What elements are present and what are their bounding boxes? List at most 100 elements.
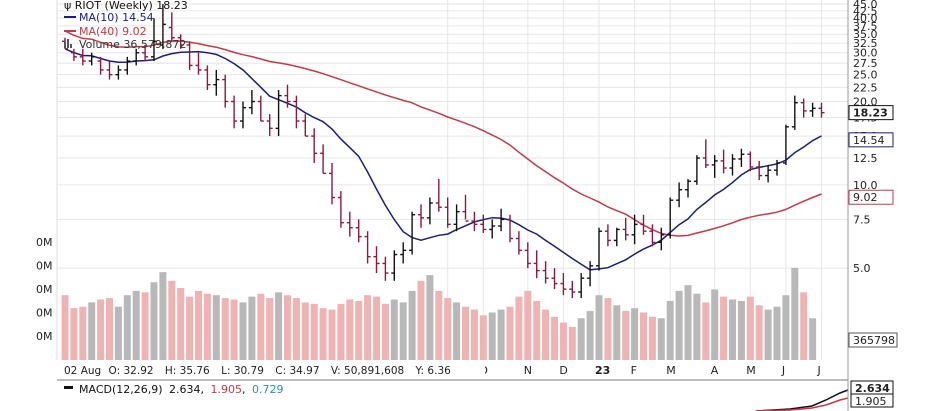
svg-text:2.634: 2.634	[855, 382, 890, 395]
info-bar-bg	[57, 361, 485, 377]
ohlc-bar	[738, 148, 745, 167]
ohlc-bar	[284, 84, 291, 108]
volume-bar	[195, 290, 202, 360]
ohlc-bar	[97, 56, 104, 75]
ohlc-bar	[720, 149, 727, 174]
volume-bar	[310, 303, 318, 360]
macd-value: 2.634	[169, 383, 201, 396]
ohlc-bar	[79, 48, 86, 66]
info-bar: 02 Aug O: 32.92 H: 35.76 L: 30.79 C: 34.…	[64, 365, 451, 377]
volume-bar	[702, 302, 710, 360]
volume-bar	[132, 290, 140, 360]
volume-bar	[470, 309, 478, 360]
volume-bar	[168, 280, 176, 360]
ohlc-bar	[409, 211, 416, 255]
ohlc-bar	[578, 273, 585, 299]
month-label: J	[817, 364, 821, 377]
price-tag-ma40: 9.02	[848, 189, 894, 205]
volume-bar	[711, 289, 719, 360]
ohlc-bar	[373, 246, 380, 274]
ohlc-bar	[596, 227, 602, 271]
ohlc-bar	[124, 56, 131, 75]
volume-bar	[595, 295, 603, 360]
info-close: C: 34.97	[275, 365, 319, 377]
y-tick-label: 5.0	[853, 262, 871, 275]
ohlc-bar	[515, 231, 522, 255]
volume-bar	[239, 302, 247, 360]
ohlc-bar	[391, 250, 398, 281]
macd-signal-tag: 1.905	[850, 393, 894, 408]
y-tick-label: 30.0	[853, 47, 878, 60]
volume-bar	[123, 295, 131, 360]
y-tick-label: 35.0	[853, 28, 878, 41]
ohlc-bar	[337, 191, 344, 228]
ohlc-bar	[569, 280, 576, 299]
ohlc-bar	[311, 128, 318, 163]
ohlc-bar	[435, 178, 442, 212]
macd-histogram: 0.729	[252, 383, 284, 396]
volume-bar	[551, 316, 558, 360]
info-open: O: 32.92	[109, 365, 154, 377]
ohlc-bar	[729, 154, 736, 176]
ma40-legend: MA(40) 9.02	[79, 25, 147, 38]
ohlc-bar	[231, 95, 238, 129]
y-tick-label: 37.5	[853, 20, 878, 33]
volume-axis-label: 0M	[36, 307, 53, 320]
volume-bar	[515, 296, 523, 360]
volume-axis-label: 0M	[36, 283, 53, 296]
macd-signal: 1.905	[211, 383, 243, 396]
volume-bar	[631, 308, 639, 360]
volume-bar	[693, 293, 701, 360]
ohlc-bar	[498, 208, 505, 232]
ohlc-bar	[507, 214, 513, 243]
volume-tag: 365798	[848, 332, 898, 348]
y-tick-label: 40.0	[853, 12, 878, 25]
volume-bar	[141, 292, 149, 360]
ohlc-bar	[186, 41, 193, 70]
volume-bar	[648, 316, 656, 360]
chart-title: RIOT (Weekly) 18.23	[75, 0, 188, 12]
volume-bar	[737, 300, 745, 360]
month-label: D	[559, 364, 567, 377]
chart-gridlines	[57, 0, 848, 360]
ohlc-bar	[702, 139, 709, 169]
y-tick-label: 12.5	[853, 152, 878, 165]
ohlc-bar	[266, 114, 273, 137]
volume-bar	[177, 288, 185, 360]
ohlc-bar	[818, 102, 825, 118]
volume-bar	[417, 280, 425, 360]
macd-label: MACD(12,26,9)	[79, 383, 163, 396]
month-label: M	[666, 364, 676, 377]
ohlc-bar	[622, 217, 629, 241]
ohlc-bar	[471, 211, 478, 232]
ohlc-bar	[320, 144, 327, 175]
svg-text:ψ RIOT (Weekly) 18.23: ψ RIOT (Weekly) 18.23	[64, 0, 188, 12]
ohlc-bar	[667, 197, 674, 239]
ohlc-bar	[133, 48, 140, 66]
ohlc-bar	[551, 268, 558, 290]
ohlc-bar	[533, 250, 540, 279]
ohlc-bar	[765, 164, 772, 183]
volume-bar	[266, 298, 274, 360]
ohlc-bar	[168, 12, 175, 42]
ohlc-bar	[70, 48, 77, 62]
volume-bar	[720, 296, 728, 360]
ohlc-bar	[106, 61, 113, 80]
y-tick-label: 27.5	[853, 57, 878, 70]
y-tick-label: 7.5	[853, 213, 871, 226]
ohlc-bar	[248, 90, 255, 115]
volume-bar	[675, 290, 683, 360]
volume-axis-label: 0M	[36, 330, 53, 343]
ohlc-bar	[213, 69, 220, 96]
ohlc-bar	[774, 159, 780, 176]
volume-bar	[106, 298, 113, 360]
volume-bar	[800, 292, 808, 360]
volume-bar	[559, 322, 567, 360]
volume-bar	[61, 295, 69, 360]
svg-text:MACD(12,26,9) 2.634,: MACD(12,26,9) 2.634, 1.905, 0.729	[79, 383, 284, 396]
ohlc-bar	[142, 44, 149, 62]
volume-bar	[337, 303, 345, 360]
volume-bars	[61, 267, 817, 360]
ohlc-bar	[809, 102, 816, 117]
ohlc-legend-icon: ψ	[64, 0, 71, 12]
